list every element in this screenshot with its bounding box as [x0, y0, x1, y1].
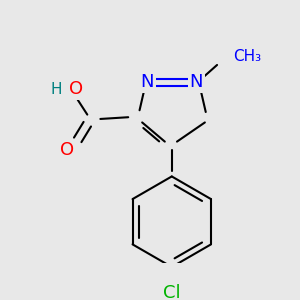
- Text: O: O: [60, 141, 74, 159]
- Text: N: N: [141, 74, 154, 92]
- Text: N: N: [189, 74, 203, 92]
- Text: O: O: [69, 80, 83, 98]
- Text: CH₃: CH₃: [233, 49, 261, 64]
- Text: Cl: Cl: [163, 284, 181, 300]
- Text: H: H: [50, 82, 62, 97]
